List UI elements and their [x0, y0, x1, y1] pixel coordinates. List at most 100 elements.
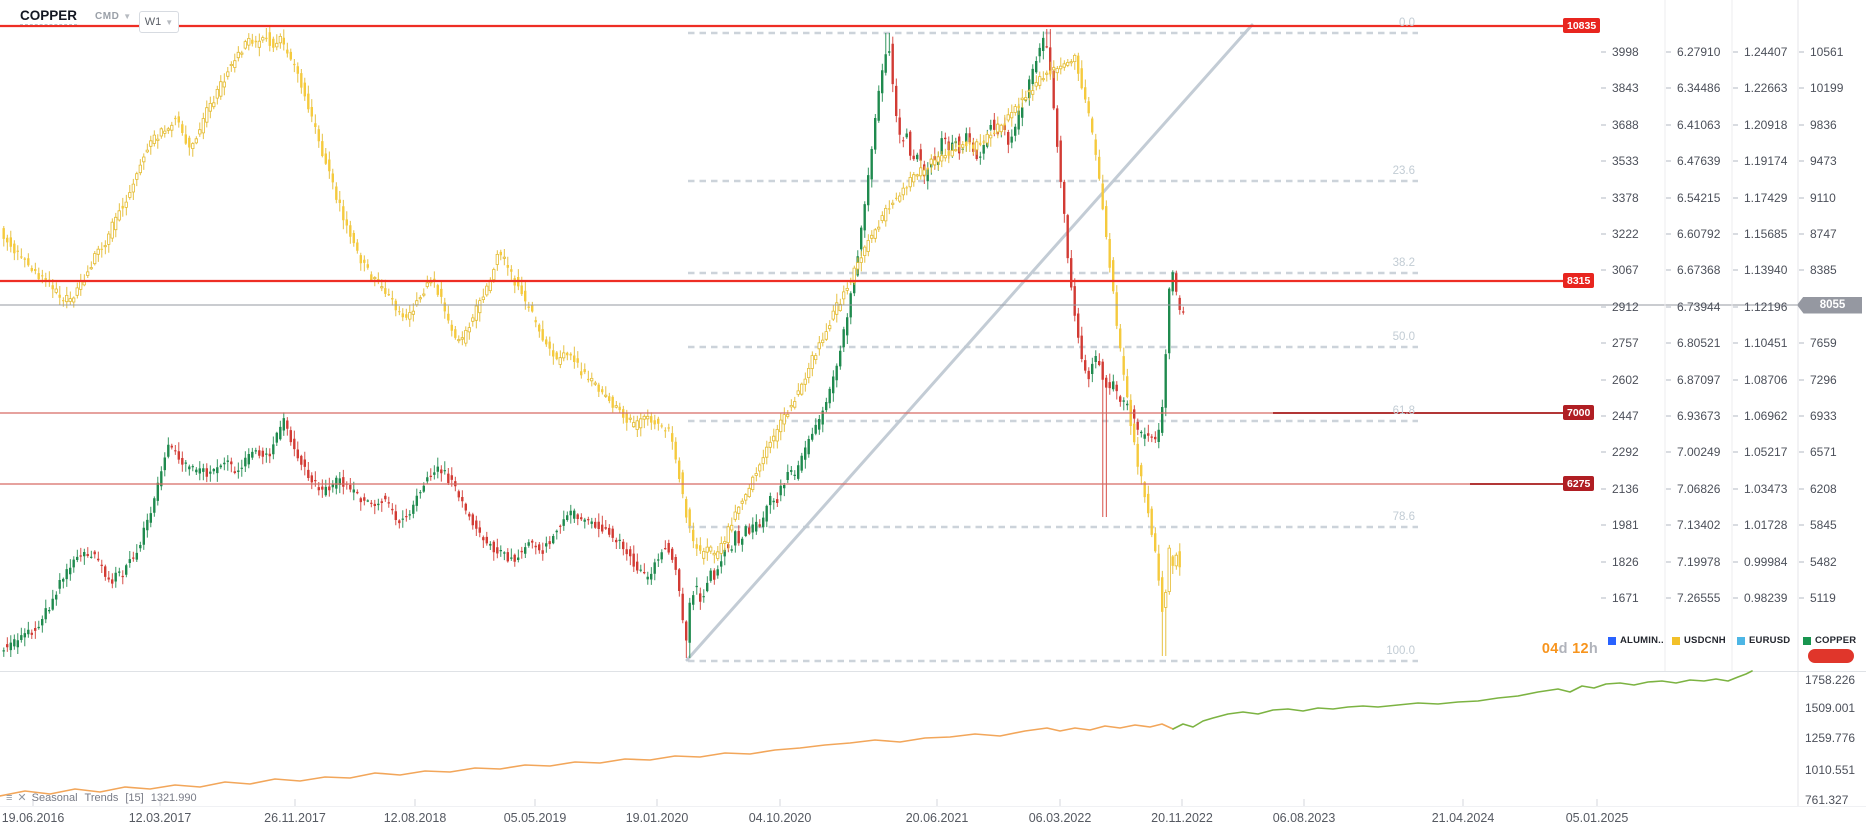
price-scale-copper-scale[interactable]: 10561 10199 9836 9473 9110 8747 8385 7659 7296 69… — [1798, 0, 1866, 671]
scale-value-text: 6933 — [1810, 409, 1837, 423]
axis-date: 06.08.2023 — [1272, 811, 1336, 825]
scale-value: 6.80521 — [1666, 336, 1720, 350]
price-scale-eurusd-scale[interactable]: 1.24407 1.22663 1.20918 1.19174 1.17429 1.156… — [1732, 0, 1798, 671]
time-ticks — [32, 799, 1598, 806]
scale-value: 6.87097 — [1666, 373, 1720, 387]
axis-date: 20.06.2021 — [905, 811, 969, 825]
seasonal-price-scale[interactable]: 1758.226 1509.001 1259.776 1010.551 761.327 — [1798, 671, 1866, 807]
scale-value-text: 7.19978 — [1677, 554, 1721, 569]
scale-value: 9473 — [1799, 154, 1837, 168]
timeframe-selector[interactable]: W1 ▼ — [139, 11, 179, 33]
scale-tick — [1601, 196, 1606, 199]
scale-value: 3222 — [1601, 227, 1639, 241]
scale-value: 3688 — [1601, 118, 1639, 132]
scale-value: 10561 — [1799, 45, 1843, 59]
copper-candles — [2, 29, 1185, 658]
seasonal-scale-value: 1010.551 — [1805, 763, 1856, 777]
scale-value: 1.22663 — [1733, 81, 1787, 95]
scale-value: 6.47639 — [1666, 154, 1720, 168]
fib-retracement[interactable] — [688, 31, 1418, 663]
scale-value: 6.27910 — [1666, 45, 1720, 59]
scale-value: 1.10451 — [1733, 336, 1787, 350]
scale-value: 2602 — [1601, 373, 1639, 387]
scale-tick — [1799, 597, 1804, 599]
scale-value: 7.06826 — [1666, 482, 1720, 496]
scale-value: 1.03473 — [1733, 482, 1787, 496]
scale-value: 1981 — [1601, 518, 1639, 532]
horizontal-price-lines[interactable] — [0, 24, 1563, 485]
scale-value: 6.73944 — [1666, 300, 1720, 314]
scale-value: 7296 — [1799, 373, 1837, 387]
scale-value-text: 7.00249 — [1677, 445, 1721, 460]
seasonal-orange-line — [0, 723, 1174, 797]
scale-value: 2292 — [1601, 445, 1639, 459]
scale-tick — [1799, 196, 1804, 199]
current-price-tag: 8055 — [1797, 296, 1862, 314]
scale-value: 5482 — [1799, 555, 1837, 569]
scale-value-text: 1.08706 — [1744, 372, 1788, 387]
scale-tick — [1799, 487, 1804, 490]
timeframe-label: W1 — [144, 16, 162, 28]
scale-value: 2447 — [1601, 409, 1639, 423]
scale-value: 3843 — [1601, 81, 1639, 95]
scale-value-text: 9836 — [1810, 117, 1837, 132]
legend-color-swatch — [1737, 636, 1745, 645]
scale-value-text: 1.15685 — [1744, 227, 1788, 241]
scale-tick — [1601, 560, 1606, 563]
scale-value: 5845 — [1799, 518, 1837, 532]
scale-tick — [1601, 51, 1606, 53]
scale-tick — [1601, 487, 1606, 490]
symbol-title[interactable]: COPPER — [20, 8, 78, 25]
scale-value-text: 7659 — [1810, 336, 1837, 351]
scale-value-text: 8385 — [1810, 263, 1837, 278]
seasonal-scale-value: 1509.001 — [1805, 701, 1856, 715]
scale-value-text: 7.06826 — [1677, 481, 1721, 496]
scale-value: 2912 — [1601, 300, 1639, 314]
scale-value: 3998 — [1601, 45, 1639, 59]
scale-value: 5119 — [1799, 591, 1836, 605]
scale-value: 0.99984 — [1733, 555, 1787, 569]
chevron-down-icon: ▼ — [123, 12, 132, 21]
price-line-label-8315: 8315 — [1563, 273, 1595, 288]
price-scale-usdcnh-scale[interactable]: 6.27910 6.34486 6.41063 6.47639 6.54215 6.607… — [1665, 0, 1732, 671]
scale-tick — [1799, 51, 1804, 53]
scale-value: 3378 — [1601, 191, 1639, 205]
legend-item-usdcnh[interactable]: USDCNH — [1672, 635, 1726, 646]
legend-item-alumin[interactable]: ALUMIN.. — [1608, 635, 1664, 646]
scale-value: 7.19978 — [1666, 555, 1720, 569]
time-axis[interactable]: 19.06.2016 12.03.2017 26.11.2017 12.08.2018… — [0, 806, 1866, 832]
scale-value: 1.13940 — [1733, 263, 1787, 277]
scale-value: 6.34486 — [1666, 81, 1720, 95]
price-scale-aluminum-scale[interactable]: 3998 3843 3688 3533 3378 3222 3067 2912 2757 2602… — [1600, 0, 1665, 671]
scale-value-text: 7.26555 — [1677, 591, 1721, 605]
scale-value: 1.12196 — [1733, 300, 1787, 314]
scale-value: 2136 — [1601, 482, 1639, 496]
scale-value: 1.01728 — [1733, 518, 1787, 532]
legend-label: ALUMIN.. — [1620, 635, 1664, 646]
scale-tick — [1733, 487, 1738, 490]
legend-item-eurusd[interactable]: EURUSD — [1737, 635, 1790, 646]
indicator-menu-icon[interactable]: ≡ — [6, 791, 13, 804]
exchange-selector[interactable]: CMD ▼ — [95, 11, 132, 22]
scale-value-text: 6.80521 — [1677, 336, 1721, 351]
trend-line[interactable] — [685, 23, 1254, 662]
scale-value-text: 0.99984 — [1744, 554, 1788, 569]
scale-tick — [1733, 196, 1738, 199]
scale-value-text: 6.87097 — [1677, 372, 1721, 387]
indicator-close-icon[interactable]: ✕ — [17, 792, 27, 804]
scale-value-text: 3843 — [1612, 81, 1639, 96]
scale-value-text: 1.13940 — [1744, 263, 1788, 278]
bar-countdown: 04d 12h — [1440, 641, 1598, 657]
legend-color-swatch — [1608, 636, 1616, 645]
legend-item-copper[interactable]: COPPER — [1803, 635, 1856, 646]
scale-value-text: 6.47639 — [1677, 154, 1721, 169]
scale-tick — [1733, 524, 1738, 527]
scale-tick — [1733, 415, 1738, 417]
scale-tick — [1601, 342, 1606, 345]
sell-badge[interactable] — [1808, 649, 1854, 663]
scale-value-text: 6.54215 — [1677, 190, 1721, 205]
scale-value: 8385 — [1799, 263, 1837, 277]
legend-label: EURUSD — [1749, 635, 1791, 646]
